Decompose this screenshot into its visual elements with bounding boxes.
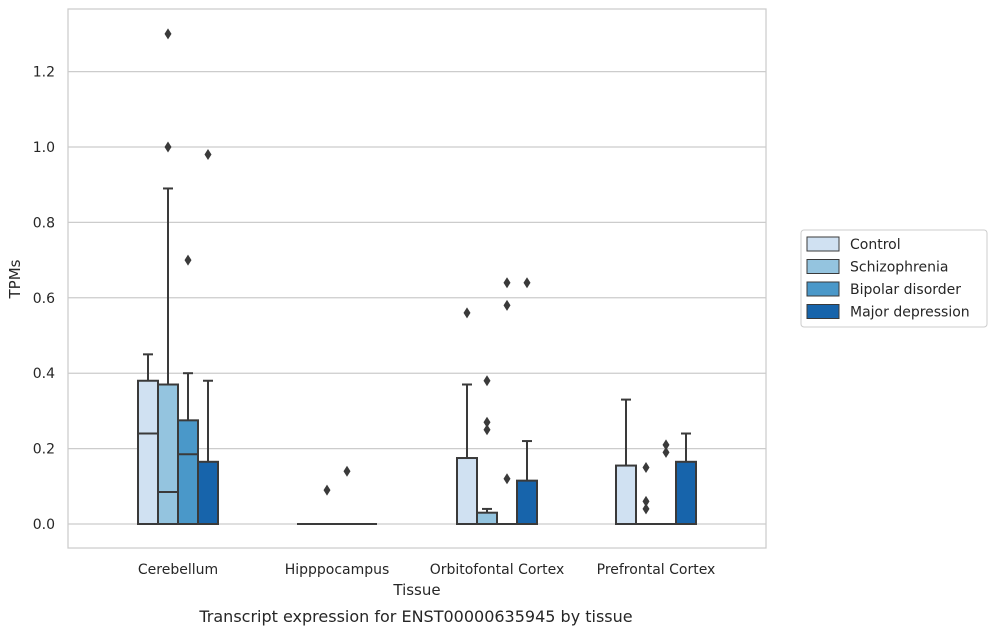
outlier-point [343,465,351,477]
box-0-1 [157,187,179,526]
outlier-point [204,149,212,161]
box-0-3 [197,379,219,526]
x-tick-label: Orbitofontal Cortex [430,562,565,578]
box-body [157,383,179,526]
box-0-2 [177,372,199,526]
box-body [456,457,478,525]
outlier-point [184,254,192,266]
x-axis-label: Tissue [392,581,440,599]
outlier-point [463,307,471,319]
box-body [675,460,697,526]
x-tick-label: Prefrontal Cortex [597,562,716,578]
box-body [615,464,637,526]
box-2-3 [516,440,538,525]
box-body [177,419,199,526]
y-tick-label: 0.2 [33,442,55,458]
outlier-point [483,416,491,428]
y-axis-label: TPMs [6,259,24,299]
legend-label: Control [850,237,901,253]
outlier-point [642,503,650,515]
box-2-1 [476,507,498,526]
outlier-point [503,299,511,311]
outlier-point [503,277,511,289]
legend-frame [800,229,988,328]
outlier-point [483,424,491,436]
box-groups [137,187,697,526]
outlier-point [662,446,670,458]
y-tick-label: 0.0 [33,517,55,533]
outlier-point [503,473,511,485]
x-tick-label: Cerebellum [138,562,218,578]
y-tick-label: 0.4 [33,366,55,382]
chart-title: Transcript expression for ENST0000063594… [198,607,632,626]
box-0-0 [137,353,159,525]
box-2-0 [456,383,478,525]
legend-swatch [806,281,840,297]
box-body [137,379,159,525]
legend-label: Schizophrenia [850,260,948,276]
x-tick-label: Hipppocampus [285,562,390,578]
box-body [476,511,498,526]
outlier-point [164,28,172,40]
legend-swatch [806,236,840,252]
outlier-points [164,28,670,515]
y-tick-label: 0.6 [33,291,55,307]
legend-swatch [806,304,840,319]
outlier-point [642,495,650,507]
y-tick-labels: 0.0 0.2 0.4 0.6 0.8 1.0 1.2 [33,65,55,533]
x-tick-labels: Cerebellum Hipppocampus Orbitofontal Corte… [138,562,715,578]
outlier-point [523,277,531,289]
legend-swatch [806,259,840,274]
legend-label: Major depression [850,305,970,321]
box-3-3 [675,432,697,526]
box-3-0 [615,398,637,526]
y-tick-label: 0.8 [33,215,55,231]
y-tick-label: 1.0 [33,140,55,156]
legend: Control Schizophrenia Bipolar disorder Majo… [800,229,988,328]
outlier-point [164,141,172,153]
y-tick-label: 1.2 [33,65,55,81]
legend-label: Bipolar disorder [850,282,961,298]
box-body [197,460,219,526]
box-body [516,479,538,525]
outlier-point [323,484,331,496]
outlier-point [662,439,670,451]
outlier-point [483,375,491,387]
plot-frame [67,8,767,549]
outlier-point [642,461,650,473]
